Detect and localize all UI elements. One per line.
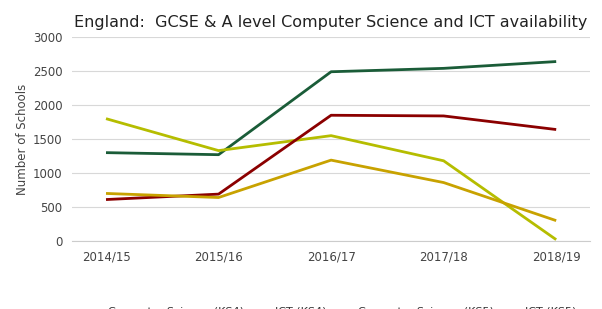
Title: England:  GCSE & A level Computer Science and ICT availability: England: GCSE & A level Computer Science…	[75, 15, 588, 30]
Computer Science (KS4)	[102, 151, 110, 154]
Line: ICT (KS4): ICT (KS4)	[106, 119, 556, 240]
Computer Science (KS5)	[327, 113, 335, 117]
ICT (KS5)	[327, 158, 335, 162]
Line: Computer Science (KS4): Computer Science (KS4)	[106, 61, 556, 155]
ICT (KS4)	[327, 134, 335, 138]
Line: ICT (KS5): ICT (KS5)	[106, 160, 556, 221]
ICT (KS4)	[102, 117, 110, 121]
Computer Science (KS4)	[440, 66, 447, 70]
ICT (KS5)	[440, 181, 447, 184]
ICT (KS5)	[553, 219, 560, 222]
Line: Computer Science (KS5): Computer Science (KS5)	[106, 115, 556, 200]
Computer Science (KS5)	[553, 128, 560, 131]
ICT (KS5)	[215, 196, 222, 199]
Computer Science (KS5)	[102, 198, 110, 201]
Legend: Computer Science (KS4), ICT (KS4), Computer Science (KS5), ICT (KS5): Computer Science (KS4), ICT (KS4), Compu…	[81, 302, 581, 309]
Computer Science (KS4)	[327, 70, 335, 74]
ICT (KS5)	[102, 192, 110, 195]
ICT (KS4)	[215, 149, 222, 152]
Computer Science (KS4)	[553, 60, 560, 63]
Computer Science (KS4)	[215, 153, 222, 157]
ICT (KS4)	[553, 238, 560, 242]
Computer Science (KS5)	[440, 114, 447, 118]
ICT (KS4)	[440, 159, 447, 163]
Y-axis label: Number of Schools: Number of Schools	[16, 83, 29, 195]
Computer Science (KS5)	[215, 192, 222, 196]
